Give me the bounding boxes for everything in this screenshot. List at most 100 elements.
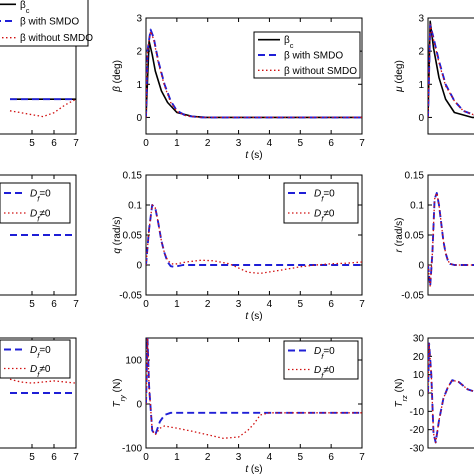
chart-panel-p9: -30 -20 -10 0 10 20 30 Trz (N) [394, 334, 474, 455]
x-axis-label: t (s) [245, 150, 262, 161]
y-axis-label: Trz (N) [394, 378, 409, 407]
series-line-dotted [146, 30, 362, 119]
x-tick-label: 7 [73, 452, 79, 463]
x-tick-label: 3 [236, 138, 242, 149]
x-tick-label: 4 [267, 138, 273, 149]
chart-panel-p6: -0.05 0 0.05 0.1 0.15 r (rad/s) [394, 171, 474, 302]
x-axis-label: t (s) [245, 311, 262, 322]
series-group [428, 192, 474, 287]
legend-label: Df=0 [30, 345, 51, 360]
series-line-dotted [428, 192, 474, 287]
plot-frame [427, 337, 474, 449]
x-tick-label: 0 [143, 452, 149, 463]
x-tick-label: 6 [51, 452, 57, 463]
series-line-dashed [428, 23, 474, 118]
series-group [146, 28, 362, 119]
y-tick-label: 10 [413, 370, 425, 381]
plot-frame [145, 17, 363, 135]
chart-panel-p4: 5 6 7 Df=0 Df≠0 [0, 174, 79, 310]
chart-panel-p7: 5 6 7 Df=0 Df≠0 [0, 337, 79, 463]
series-line-dotted [428, 23, 474, 118]
x-tick-label: 7 [73, 299, 79, 310]
legend: βcβ with SMDO β without SMDO [253, 31, 361, 79]
x-tick-label: 7 [359, 452, 365, 463]
legend: βc β with SMDO β without SMDO [0, 0, 93, 47]
y-tick-label: -0.05 [401, 291, 424, 302]
plot-frame [0, 17, 77, 135]
chart-panel-p3: 0 1 2 3 μ (deg) [394, 14, 474, 135]
y-tick-label: 0 [136, 400, 142, 411]
y-tick-label: 20 [413, 352, 425, 363]
x-tick-label: 1 [174, 452, 180, 463]
x-tick-label: 6 [51, 138, 57, 149]
y-tick-label: 0 [136, 113, 142, 124]
y-tick-label: 30 [413, 334, 425, 345]
y-axis-label: β (deg) [112, 60, 123, 93]
y-axis-label: Try (N) [112, 378, 127, 407]
x-tick-label: 2 [205, 138, 211, 149]
x-tick-label: 7 [359, 138, 365, 149]
y-tick-label: 0.1 [410, 201, 424, 212]
x-tick-label: 2 [205, 299, 211, 310]
series-line-dashed [146, 338, 362, 436]
legend-label: β without SMDO [284, 66, 357, 77]
x-tick-label: 5 [29, 138, 35, 149]
y-tick-label: 0.15 [123, 171, 143, 182]
series-line-dotted [9, 378, 76, 384]
legend: Df=0 Df≠0 [283, 340, 359, 380]
y-axis-label: μ (deg) [394, 60, 405, 93]
y-tick-label: 0 [136, 261, 142, 272]
x-tick-label: 6 [328, 452, 334, 463]
series-line-dashed [428, 342, 474, 444]
x-tick-label: 0 [143, 299, 149, 310]
x-tick-label: 1 [174, 299, 180, 310]
series-group [9, 378, 76, 394]
plot-frame [145, 337, 363, 449]
legend-label: β without SMDO [20, 33, 93, 44]
y-tick-label: -10 [410, 407, 425, 418]
legend-label: βc [284, 35, 294, 50]
legend-label: Df=0 [314, 346, 335, 361]
series-group [9, 98, 76, 118]
legend-label: Df≠0 [314, 365, 335, 380]
legend-label: β with SMDO [20, 17, 79, 28]
series-group [428, 20, 474, 119]
legend-label: Df≠0 [314, 209, 335, 224]
chart-panel-p1: 5 6 7 βc β with SMDO β without SMDO [0, 0, 93, 149]
plot-frame [427, 174, 474, 296]
y-tick-label: -20 [410, 425, 425, 436]
y-tick-label: 0 [418, 389, 424, 400]
series-line-dotted [146, 338, 362, 439]
x-tick-label: 5 [298, 138, 304, 149]
plot-frame [0, 174, 77, 296]
y-tick-label: 100 [125, 356, 142, 367]
x-axis-label: t (s) [245, 464, 262, 474]
legend-box [0, 339, 71, 379]
x-tick-label: 6 [328, 138, 334, 149]
x-tick-label: 7 [73, 138, 79, 149]
x-tick-label: 6 [51, 299, 57, 310]
x-tick-label: 7 [359, 299, 365, 310]
y-tick-label: 0 [418, 113, 424, 124]
x-tick-label: 3 [236, 452, 242, 463]
y-tick-label: -0.05 [119, 291, 142, 302]
y-tick-label: 2 [418, 47, 424, 58]
series-line-dotted [146, 204, 362, 275]
legend-label: β with SMDO [284, 51, 343, 62]
series-line-dotted [9, 98, 76, 118]
x-tick-label: 0 [143, 138, 149, 149]
legend-box [283, 340, 359, 380]
plot-frame [427, 17, 474, 135]
x-tick-label: 1 [174, 138, 180, 149]
y-tick-label: 0.1 [128, 201, 142, 212]
legend-label: Df≠0 [30, 209, 51, 224]
legend: Df=0 Df≠0 [283, 182, 359, 224]
series-line-dashed [428, 192, 474, 287]
y-tick-label: 1 [136, 80, 142, 91]
legend-label: βc [20, 0, 30, 14]
y-tick-label: 2 [136, 47, 142, 58]
